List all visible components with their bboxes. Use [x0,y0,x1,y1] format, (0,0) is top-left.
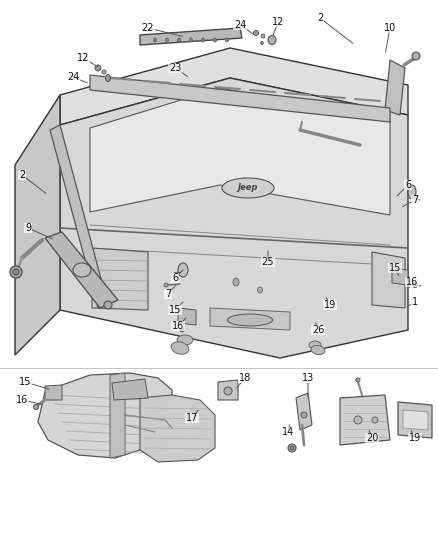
Text: 24: 24 [234,20,246,30]
Text: 2: 2 [317,13,323,23]
Ellipse shape [224,387,232,395]
Ellipse shape [233,278,239,286]
Text: 7: 7 [412,195,418,205]
Text: 24: 24 [67,72,79,82]
Ellipse shape [95,65,101,71]
Ellipse shape [190,38,192,42]
Ellipse shape [408,185,416,199]
Text: 15: 15 [19,377,31,387]
Polygon shape [60,78,408,358]
Text: 12: 12 [77,53,89,63]
Text: 20: 20 [366,433,378,443]
Text: 19: 19 [409,433,421,443]
Ellipse shape [254,30,258,36]
Polygon shape [140,28,242,45]
Text: 16: 16 [172,321,184,331]
Ellipse shape [180,328,184,332]
Ellipse shape [213,38,216,42]
Ellipse shape [309,341,321,349]
Polygon shape [110,373,125,458]
Text: 16: 16 [406,277,418,287]
Polygon shape [90,88,390,215]
Text: 15: 15 [169,305,181,315]
Ellipse shape [226,38,229,42]
Ellipse shape [356,378,360,382]
Ellipse shape [413,282,417,287]
Polygon shape [140,395,215,462]
Polygon shape [340,395,390,445]
Text: 12: 12 [272,17,284,27]
Ellipse shape [104,301,112,309]
Text: 19: 19 [324,300,336,310]
Ellipse shape [102,70,106,74]
Ellipse shape [177,38,180,42]
Text: 23: 23 [169,63,181,73]
Ellipse shape [106,75,110,82]
Polygon shape [210,308,290,330]
Ellipse shape [222,178,274,198]
Polygon shape [92,248,148,310]
Ellipse shape [10,266,22,278]
Text: 14: 14 [282,427,294,437]
Ellipse shape [178,263,188,277]
Ellipse shape [290,446,294,450]
Text: 7: 7 [165,289,171,299]
Text: 16: 16 [16,395,28,405]
Text: 9: 9 [25,223,31,233]
Text: 10: 10 [384,23,396,33]
Ellipse shape [227,314,272,326]
Text: 6: 6 [405,180,411,190]
Text: 6: 6 [172,273,178,283]
Text: 2: 2 [19,170,25,180]
Polygon shape [385,60,405,115]
Polygon shape [38,373,172,458]
Polygon shape [45,232,118,308]
Ellipse shape [258,287,262,293]
Ellipse shape [301,412,307,418]
Polygon shape [296,393,312,430]
Ellipse shape [354,416,362,424]
Polygon shape [392,268,408,285]
Text: 22: 22 [142,23,154,33]
Polygon shape [45,385,62,400]
Text: 15: 15 [389,263,401,273]
Polygon shape [398,402,432,438]
Text: 18: 18 [239,373,251,383]
Ellipse shape [311,345,325,354]
Polygon shape [372,252,405,308]
Polygon shape [112,379,148,400]
Polygon shape [90,75,390,122]
Ellipse shape [372,417,378,423]
Ellipse shape [171,342,189,354]
Ellipse shape [261,34,265,38]
Text: Jeep: Jeep [238,183,258,192]
Ellipse shape [261,42,264,44]
Ellipse shape [153,38,156,42]
Ellipse shape [268,36,276,44]
Text: 1: 1 [412,297,418,307]
Polygon shape [178,308,196,325]
Ellipse shape [164,283,168,287]
Ellipse shape [177,335,193,345]
Ellipse shape [73,263,91,277]
Polygon shape [218,380,238,400]
Polygon shape [15,95,60,355]
Text: 17: 17 [186,413,198,423]
Text: 13: 13 [302,373,314,383]
Polygon shape [60,48,408,125]
Ellipse shape [412,52,420,60]
Ellipse shape [33,405,39,409]
Text: 25: 25 [262,257,274,267]
Ellipse shape [166,38,169,42]
Ellipse shape [201,38,205,42]
Text: 26: 26 [312,325,324,335]
Ellipse shape [288,444,296,452]
Polygon shape [50,125,108,308]
Polygon shape [403,410,428,430]
Ellipse shape [13,269,19,275]
